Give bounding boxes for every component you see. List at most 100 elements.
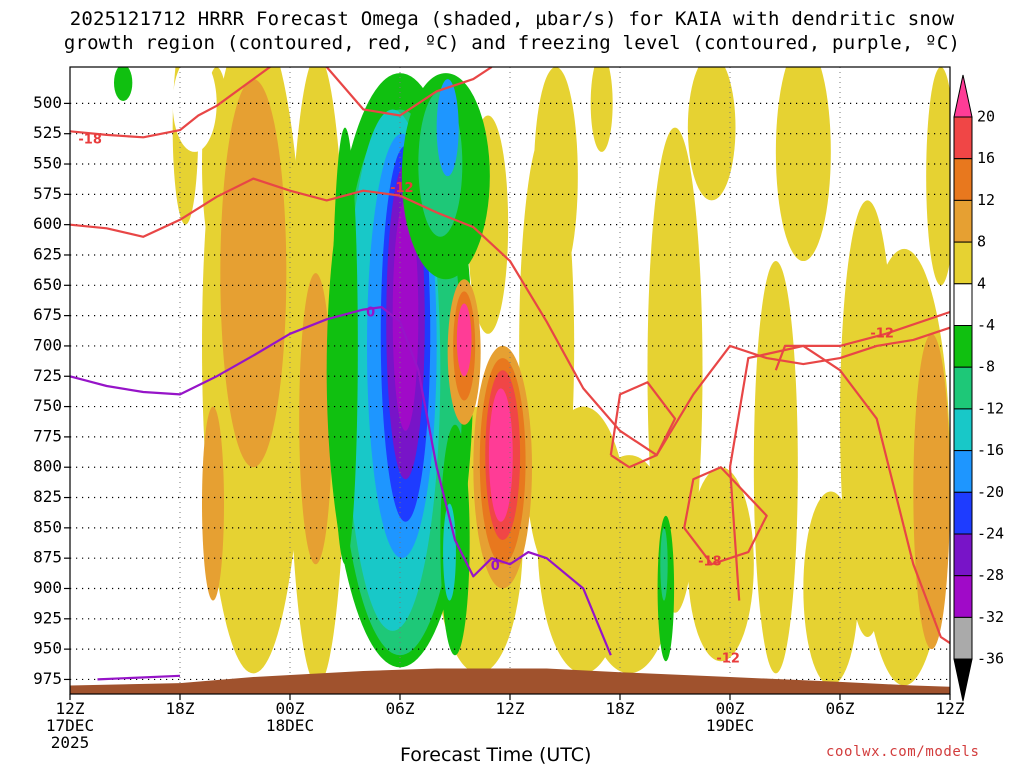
x-tick-label: 18Z <box>606 699 635 718</box>
contour-label: -18 <box>78 132 102 147</box>
contour-line <box>728 344 950 645</box>
x-tick-date: 18DEC <box>266 716 314 735</box>
y-tick-label: 950 <box>33 639 62 658</box>
colorbar-label: -16 <box>977 441 1004 459</box>
contour-label: -12 <box>390 181 414 196</box>
omega-descent-weak <box>647 127 703 613</box>
y-tick-label: 550 <box>33 154 62 173</box>
y-tick-label: 875 <box>33 548 62 567</box>
x-tick-label: 06Z <box>826 699 855 718</box>
colorbar-label: -32 <box>977 608 1004 626</box>
colorbar-swatch <box>953 491 973 535</box>
y-tick-label: 800 <box>33 457 62 476</box>
chart-title-line-2: growth region (contoured, red, ºC) and f… <box>63 32 961 54</box>
x-tick-label: 00Z <box>716 699 745 718</box>
colorbar-arrow-bottom <box>953 658 973 702</box>
colorbar-label: -8 <box>977 358 995 376</box>
omega-descent-moderate <box>913 333 950 650</box>
contour-line <box>609 381 677 469</box>
contour-line <box>70 67 493 139</box>
colorbar-swatch <box>953 366 973 410</box>
x-tick-label: 00Z <box>276 699 305 718</box>
colorbar-swatch <box>953 533 973 577</box>
omega-descent-moderate <box>220 79 287 468</box>
contour-label: 0 <box>491 559 500 574</box>
omega-descent-weak <box>687 67 736 201</box>
y-tick-label: 700 <box>33 335 62 354</box>
colorbar-swatch <box>953 325 973 368</box>
colorbar-swatch <box>953 283 973 326</box>
temperature-contours <box>70 67 950 681</box>
colorbar-label: 12 <box>977 191 995 209</box>
omega-descent-moderate <box>202 406 224 601</box>
x-axis-label: Forecast Time (UTC) <box>400 744 592 766</box>
omega-descent-weak <box>533 67 578 286</box>
omega-descent-weak <box>926 67 950 286</box>
colorbar-label: 16 <box>977 149 995 167</box>
y-tick-label: 625 <box>33 244 62 263</box>
omega-descent-weak <box>687 467 754 662</box>
colorbar-label: -20 <box>977 483 1004 501</box>
credit-link[interactable]: coolwx.com/models <box>826 744 980 760</box>
colorbar-label: -12 <box>977 399 1004 417</box>
y-axis: 500 525 550 575 600 625 650 675 700 725 750 775 800 8… <box>33 93 70 688</box>
contour-label: -12 <box>716 651 740 666</box>
y-tick-label: 775 <box>33 426 62 445</box>
colorbar-label: -28 <box>977 566 1004 584</box>
contour-line <box>97 674 181 681</box>
contour-line <box>70 177 950 457</box>
colorbar-swatch <box>953 241 973 285</box>
colorbar-label: -4 <box>977 316 995 334</box>
y-tick-label: 850 <box>33 517 62 536</box>
contour-labels: -18 -12 0 0 -12 -18 -12 <box>78 132 894 666</box>
colorbar-swatch <box>953 616 973 660</box>
x-tick-date: 17DEC <box>46 716 94 735</box>
y-tick-label: 675 <box>33 305 62 324</box>
y-tick-label: 600 <box>33 214 62 233</box>
contour-label: 0 <box>366 306 375 321</box>
x-tick-year: 2025 <box>51 733 90 752</box>
colorbar-swatch <box>953 199 973 243</box>
colorbar-label: 8 <box>977 233 986 251</box>
y-tick-label: 575 <box>33 184 62 203</box>
omega-ascent <box>436 79 459 177</box>
y-tick-label: 825 <box>33 487 62 506</box>
y-tick-label: 650 <box>33 275 62 294</box>
x-tick-label: 12Z <box>496 699 525 718</box>
x-tick-date: 19DEC <box>706 716 754 735</box>
colorbar-label: -36 <box>977 650 1004 668</box>
omega-descent-moderate <box>299 273 333 565</box>
y-tick-label: 925 <box>33 608 62 627</box>
omega-descent-core <box>488 388 513 522</box>
colorbar-swatch <box>953 450 973 493</box>
omega-ascent <box>332 127 358 565</box>
omega-descent-weak <box>803 491 859 686</box>
y-tick-label: 975 <box>33 669 62 688</box>
x-tick-label: 06Z <box>386 699 415 718</box>
y-tick-label: 525 <box>33 123 62 142</box>
contour-line <box>774 310 950 371</box>
x-tick-label: 18Z <box>166 699 195 718</box>
omega-descent-weak <box>753 261 798 674</box>
contour-line <box>683 466 768 566</box>
omega-descent-weak <box>590 67 613 152</box>
y-tick-label: 725 <box>33 366 62 385</box>
colorbar-swatch <box>953 158 973 201</box>
colorbar-swatch <box>953 116 973 160</box>
contour-label: -12 <box>870 326 894 341</box>
terrain-surface <box>70 668 950 694</box>
colorbar-label: 20 <box>977 108 995 126</box>
omega-small-cell <box>172 67 217 152</box>
colorbar-label: 4 <box>977 274 986 292</box>
x-tick-label: 12Z <box>56 699 85 718</box>
chart-title-line-1: 2025121712 HRRR Forecast Omega (shaded, … <box>69 8 955 30</box>
omega-small-cell <box>660 527 668 601</box>
colorbar: 20 16 12 8 4 -4 -8 -12 -16 -20 -24 -28 -32 -36 <box>953 74 1004 702</box>
y-tick-label: 900 <box>33 578 62 597</box>
colorbar-arrow-top <box>953 74 973 118</box>
contour-label: -18 <box>698 554 722 569</box>
omega-shading <box>114 67 950 686</box>
colorbar-swatch <box>953 408 973 452</box>
colorbar-label: -24 <box>977 525 1004 543</box>
